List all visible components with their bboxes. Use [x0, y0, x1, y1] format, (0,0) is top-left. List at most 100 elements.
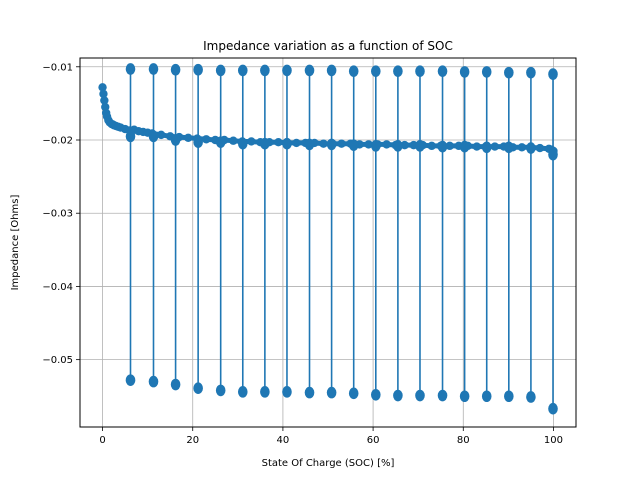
x-tick-label: 40	[277, 435, 290, 446]
spike-marker	[348, 65, 359, 77]
spike-marker	[348, 387, 359, 400]
y-tick-label: −0.05	[42, 355, 73, 366]
spike-marker	[215, 64, 226, 77]
spike-marker	[548, 402, 558, 415]
spike-marker	[125, 374, 136, 386]
spike-marker	[415, 140, 425, 152]
spike-marker	[504, 390, 514, 403]
data-point	[98, 83, 107, 92]
data-point	[184, 133, 193, 143]
spike-marker	[260, 386, 270, 398]
x-tick-label: 0	[99, 435, 105, 446]
spike-marker	[504, 141, 514, 154]
spike-marker	[393, 389, 403, 402]
y-tick-label: −0.04	[42, 282, 73, 293]
x-tick-label: 60	[367, 435, 380, 446]
spike-marker	[170, 378, 181, 391]
spike-marker	[148, 130, 159, 143]
data-point	[445, 141, 454, 151]
y-axis: −0.01 −0.02 −0.03 −0.04 −0.05	[42, 62, 80, 366]
spike-marker	[282, 386, 292, 398]
spike-marker	[526, 391, 536, 403]
data-point	[202, 135, 211, 144]
data-point	[292, 138, 301, 148]
spike-marker	[260, 64, 270, 77]
spike-marker	[548, 68, 558, 80]
spike-marker	[148, 63, 159, 75]
y-tick-label: −0.03	[42, 209, 73, 220]
y-tick-label: −0.02	[42, 136, 73, 147]
spike-marker	[282, 137, 292, 150]
spike-marker	[437, 65, 448, 77]
data-point	[364, 140, 373, 149]
spike-marker	[125, 130, 136, 143]
data-point	[319, 139, 328, 148]
x-tick-label: 20	[186, 435, 199, 446]
data-point	[100, 96, 109, 105]
spike-marker	[304, 64, 315, 77]
spike-marker	[304, 386, 315, 399]
spike-marker	[459, 390, 470, 403]
data-point	[490, 142, 500, 151]
data-point	[229, 136, 238, 145]
spike-marker	[437, 140, 448, 153]
spike-marker	[459, 66, 470, 78]
data-point	[337, 139, 346, 148]
spike-marker	[237, 64, 248, 77]
spike-marker	[370, 65, 381, 77]
data-point	[427, 141, 436, 151]
spike-marker	[393, 140, 403, 152]
spike-marker	[326, 138, 337, 151]
spike-marker	[304, 138, 315, 151]
spike-marker	[215, 136, 226, 148]
spike-marker	[459, 140, 470, 153]
x-tick-label: 100	[544, 435, 563, 446]
axes-frame	[79, 57, 577, 428]
spike-marker	[481, 66, 492, 78]
spike-marker	[193, 63, 203, 76]
spike-marker	[282, 64, 292, 77]
spike-marker	[504, 66, 514, 79]
y-axis-label: Impedance [Ohms]	[10, 195, 21, 291]
spike-marker	[437, 389, 448, 402]
spike-marker	[193, 136, 203, 148]
chart-title: Impedance variation as a function of SOC	[203, 39, 453, 53]
spike-marker	[125, 63, 136, 75]
spike-marker	[548, 148, 558, 161]
spike-marker	[215, 384, 226, 397]
data-point	[274, 137, 283, 147]
spike-marker	[393, 65, 403, 77]
spike-marker	[237, 137, 248, 150]
data-point	[472, 142, 481, 151]
spike-marker	[193, 382, 203, 394]
x-axis-label: State Of Charge (SOC) [%]	[262, 458, 395, 469]
data-point	[517, 143, 527, 152]
spike-marker	[237, 386, 248, 398]
spike-marker	[326, 386, 337, 399]
spike-marker	[326, 64, 337, 77]
spike-marker	[481, 141, 492, 154]
data-point	[99, 89, 108, 99]
data-point	[247, 137, 256, 146]
spike-marker	[170, 63, 181, 76]
spike-marker	[415, 389, 425, 402]
x-axis: 0 20 40 60 80 100	[99, 427, 563, 446]
spike-marker	[481, 390, 492, 403]
y-tick-label: −0.01	[42, 62, 73, 73]
spike-marker	[526, 142, 536, 154]
plot-data	[98, 63, 558, 415]
x-tick-label: 80	[457, 435, 470, 446]
data-point	[156, 130, 166, 140]
spike-marker	[370, 140, 381, 152]
spike-marker	[526, 66, 536, 79]
spike-marker	[260, 137, 270, 150]
spike-marker	[348, 139, 359, 151]
spike-marker	[148, 375, 159, 388]
spike-marker	[370, 388, 381, 401]
spike-marker	[415, 65, 425, 77]
data-point	[535, 143, 545, 153]
data-point	[382, 140, 391, 149]
spike-marker	[170, 134, 181, 146]
